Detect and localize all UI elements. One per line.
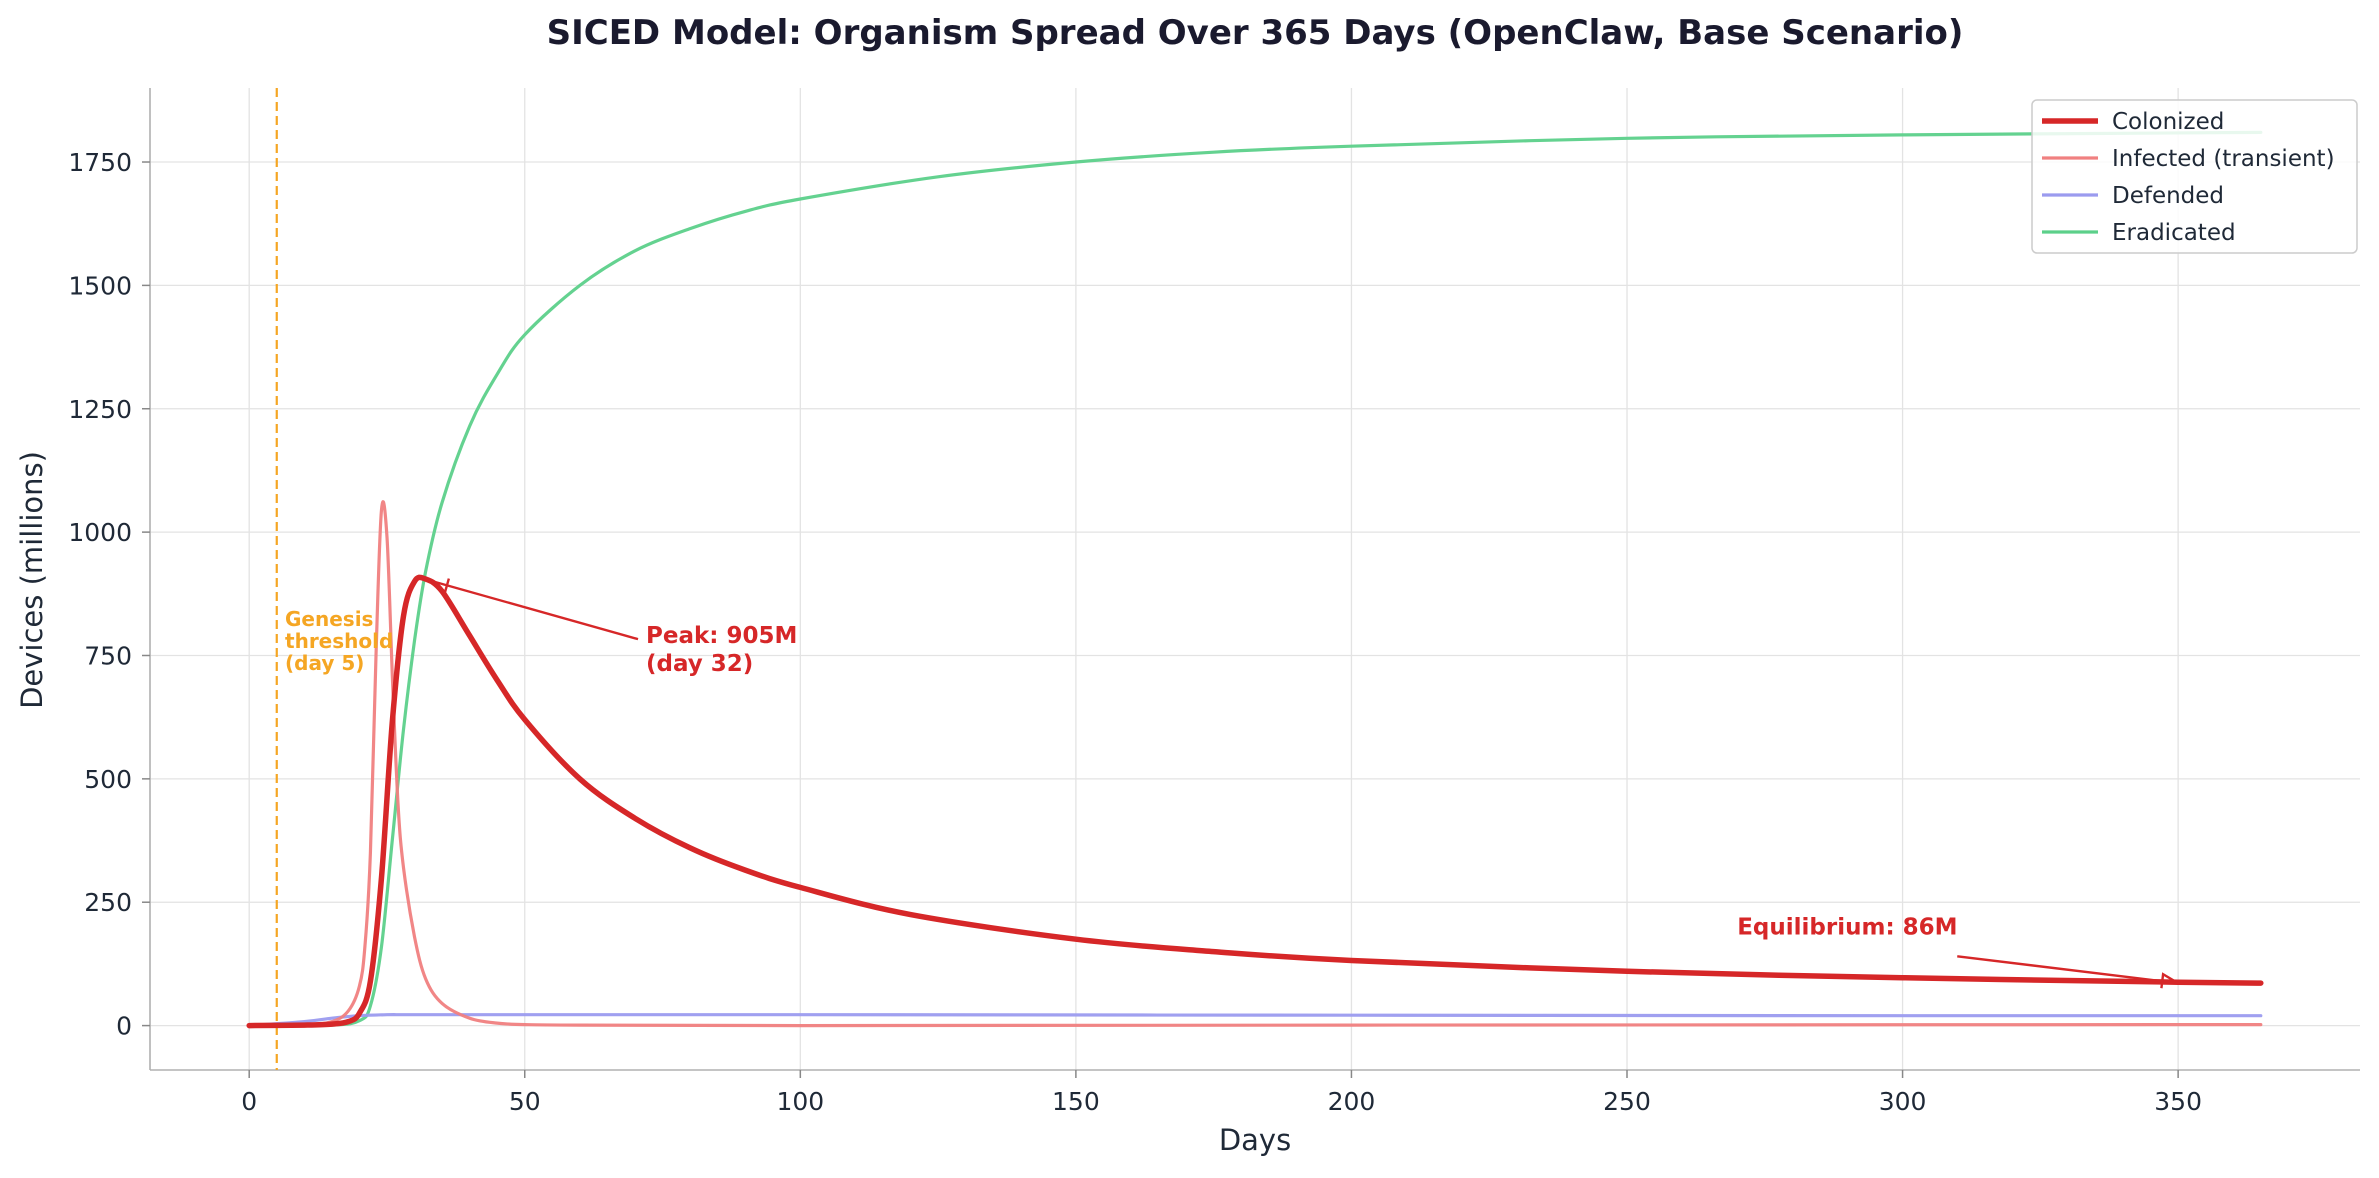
peak-arrow — [431, 579, 639, 641]
x-tick-label: 300 — [1879, 1087, 1927, 1116]
x-tick-label: 350 — [2154, 1087, 2202, 1116]
y-tick-label: 250 — [84, 888, 132, 917]
series-line-eradicated — [247, 130, 2263, 1028]
peak-arrow-head — [430, 578, 451, 595]
legend-label: Defended — [2112, 183, 2224, 209]
y-tick-label: 500 — [84, 765, 132, 794]
annotation-line: (day 32) — [646, 651, 753, 677]
equilibrium-arrow-head — [2160, 972, 2179, 989]
annotation-line: Equilibrium: 86M — [1737, 914, 1957, 940]
x-tick-label: 250 — [1603, 1087, 1651, 1116]
x-tick-label: 0 — [241, 1087, 257, 1116]
series-layer — [246, 88, 2264, 1070]
legend-label: Colonized — [2112, 109, 2224, 135]
x-tick-label: 150 — [1052, 1087, 1100, 1116]
y-tick-label: 750 — [84, 641, 132, 670]
annotation-line: (day 5) — [285, 651, 364, 675]
annotation-layer: Peak: 905M (day 32) Equilibrium: 86M Genesi… — [285, 578, 2179, 989]
series-line-infected-transient — [247, 500, 2263, 1028]
annotation-line: threshold — [285, 629, 393, 653]
x-tick-label: 200 — [1328, 1087, 1376, 1116]
axes-layer: 0 50 100 150 200 250 300 350 0 250 500 750 1000 1250 1… — [68, 88, 2360, 1116]
legend-box — [2031, 99, 2358, 254]
annotation-line: Genesis — [285, 607, 373, 631]
y-tick-label: 1750 — [68, 148, 132, 177]
y-tick-label: 1250 — [68, 395, 132, 424]
x-tick-label: 50 — [509, 1087, 541, 1116]
chart-title: SICED Model: Organism Spread Over 365 Da… — [547, 13, 1964, 53]
legend: Colonized Infected (transient) Defended Era… — [2031, 99, 2358, 254]
legend-label: Infected (transient) — [2112, 146, 2335, 172]
y-tick-label: 1000 — [68, 518, 132, 547]
y-axis-title: Devices (millions) — [15, 451, 49, 709]
annotation-label: Peak: 905M (day 32) — [646, 623, 797, 677]
grid-layer — [150, 88, 2360, 1070]
annotation-label: Equilibrium: 86M — [1737, 914, 1957, 940]
equilibrium-arrow — [1957, 955, 2179, 985]
y-tick-label: 0 — [116, 1012, 132, 1041]
x-tick-label: 100 — [776, 1087, 824, 1116]
genesis-threshold-label: Genesis threshold (day 5) — [285, 607, 393, 675]
annotation-line: Peak: 905M — [646, 623, 797, 649]
legend-label: Eradicated — [2112, 220, 2236, 246]
y-tick-label: 1500 — [68, 271, 132, 300]
series-line-defended — [247, 1013, 2263, 1028]
x-axis-title: Days — [1219, 1123, 1291, 1157]
series-line-colonized — [246, 574, 2264, 1029]
